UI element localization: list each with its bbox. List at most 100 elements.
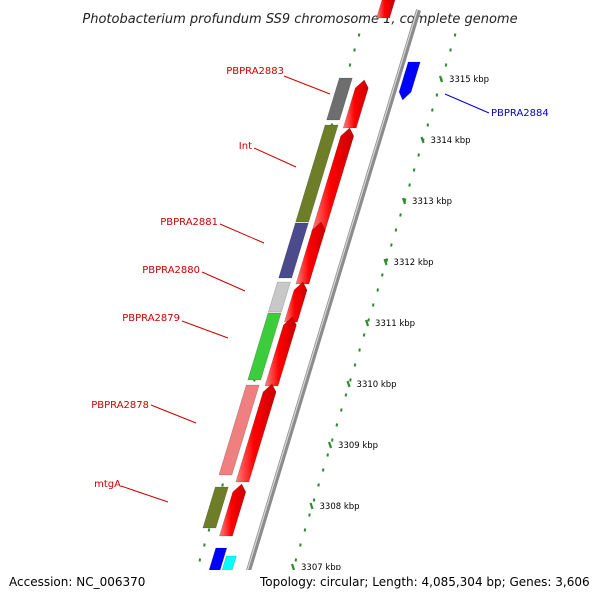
tick-mark [420,136,425,144]
map-title: Photobacterium profundum SS9 chromosome … [82,12,517,27]
ruler-dot [449,48,452,52]
gene-label: PBPRA2879 [122,313,180,324]
tick-label: 3315 kbp [449,75,489,85]
genome-summary-text: Topology: circular; Length: 4,085,304 bp… [259,575,590,589]
label-leader-line [181,320,229,339]
outer-ruler-dot [207,528,211,532]
outer-ruler-dot [353,48,356,52]
forward-gene-arrow [235,383,277,483]
tick-label: 3308 kbp [320,502,360,512]
backbone-line [237,9,421,600]
ruler-dot [303,528,307,532]
tick-mark [327,441,333,449]
ruler-dot [444,63,448,67]
backbone-track [237,9,421,600]
ruler-dot [344,393,348,397]
label-leader-line [253,147,297,168]
tick-label: 3307 kbp [301,563,341,573]
ruler-dot [358,348,361,352]
ruler-dot [308,513,311,517]
gene-label: PBPRA2878 [91,400,149,411]
footer-background [0,570,600,600]
ruler-dot [412,168,416,172]
label-leader-line [150,404,197,424]
ruler-dot [394,228,398,232]
tick-mark [364,319,370,327]
gene-labels: PBPRA2883 Int PBPRA2881 PBPRA2880 PBPRA2879 P… [91,66,549,503]
cog-track [202,77,353,529]
ruler-dot [312,498,316,502]
tick-label: 3312 kbp [394,258,434,268]
cog-block [202,486,229,529]
ruler-dot [385,258,389,262]
tick-mark [383,258,388,266]
label-leader-line [283,75,331,95]
gene-label: Int [239,141,252,152]
cog-block [218,384,260,476]
label-leader-line [201,271,246,292]
forward-gene-arrow [219,483,247,537]
accession-text: Accession: NC_006370 [9,575,145,589]
ruler-dot [381,273,384,277]
cog-block [295,124,339,223]
tick-label: 3311 kbp [375,319,415,329]
tick-label: 3314 kbp [431,136,471,146]
reverse-gene-arrow [398,61,421,101]
ruler-dot [349,378,352,382]
ruler-dot [353,363,357,367]
ruler-dot [417,153,420,157]
forward-gene-arrow [264,316,297,387]
ruler-dot [435,93,439,97]
gene-label: PBPRA2884 [491,108,549,119]
ruler-dot [376,288,380,292]
forward-gene-arrow [283,281,308,323]
gene-label: mtgA [94,479,121,490]
gene-label: PBPRA2881 [160,217,218,228]
ruler-dot [453,33,457,37]
ruler-dot [367,318,370,322]
cog-block [326,77,353,121]
ruler-dot [326,453,329,457]
tick-label: 3313 kbp [412,197,452,207]
outer-ruler-dot [198,558,202,562]
cog-block [247,312,282,381]
ruler-dot [317,483,320,487]
ruler-dot [408,183,411,187]
ruler-dot [431,108,434,112]
outer-ruler-dot [221,483,224,487]
gene-label: PBPRA2880 [142,265,200,276]
cog-block [278,222,309,279]
label-leader-line [120,485,169,503]
forward-gene-arrow [376,0,396,19]
label-leader-line [219,223,265,244]
ruler-dot [340,408,343,412]
tick-labels: 3315 kbp 3314 kbp 3313 kbp 3312 kbp 3311 kbp… [301,75,489,573]
ruler-dot [294,558,298,562]
tick-mark [438,75,444,83]
gene-arrow-track [199,0,421,600]
tick-mark [290,563,296,571]
tick-label: 3309 kbp [338,441,378,451]
tick-label: 3310 kbp [357,380,397,390]
outer-ruler-dot [348,63,352,67]
tick-mark [346,380,351,388]
gene-label: PBPRA2883 [226,66,284,77]
ruler-dot [321,468,325,472]
outer-ruler-dot [203,543,206,547]
ruler-dot [335,423,339,427]
ruler-dot [299,543,302,547]
cog-block [267,281,291,313]
ruler-dot [362,333,366,337]
ruler-dot [371,303,375,307]
tick-mark [309,502,314,510]
label-leader-line [444,93,490,114]
ruler-dot [426,123,430,127]
ruler-dot [330,438,334,442]
ruler-dot [390,243,393,247]
forward-gene-arrow [295,221,326,285]
outer-ruler-dot [357,33,361,37]
tick-mark [401,197,407,205]
forward-gene-arrow [342,79,369,129]
